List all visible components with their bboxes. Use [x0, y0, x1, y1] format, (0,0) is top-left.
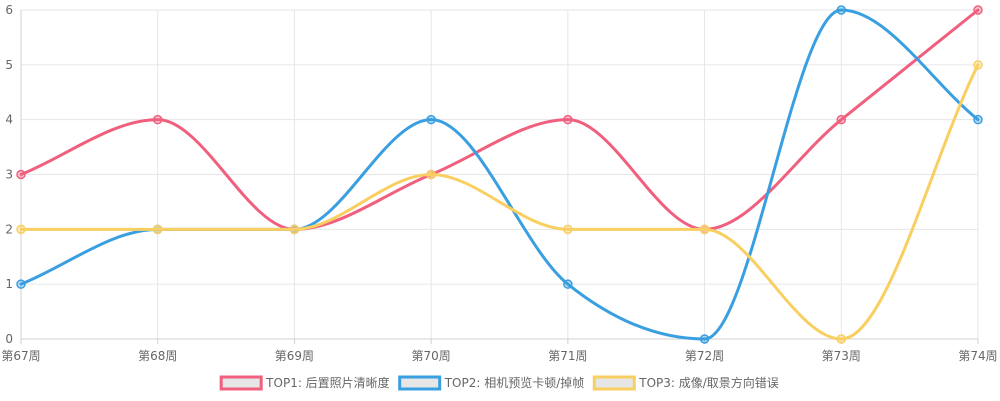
data-point[interactable] [836, 334, 847, 344]
data-point[interactable] [563, 279, 573, 289]
x-tick-label: 第71周 [548, 349, 587, 363]
data-point[interactable] [563, 114, 573, 125]
data-point[interactable] [152, 114, 163, 125]
series-line [19, 63, 980, 341]
x-tick-label: 第70周 [412, 349, 451, 363]
data-point[interactable] [152, 224, 163, 235]
y-tick-label: 6 [5, 3, 13, 17]
legend-swatch [219, 375, 263, 391]
data-point[interactable] [289, 224, 300, 235]
data-point[interactable] [836, 114, 847, 125]
legend-swatch [398, 375, 442, 391]
x-tick-label: 第67周 [1, 349, 40, 363]
legend-swatch [592, 375, 636, 391]
series-group [16, 5, 983, 344]
y-tick-label: 0 [5, 332, 13, 346]
legend-item-2[interactable]: TOP2: 相机预览卡顿/掉帧 [398, 375, 585, 391]
series-3 [16, 60, 983, 344]
x-tick-label: 第68周 [138, 349, 177, 363]
data-point[interactable] [426, 114, 436, 125]
y-tick-label: 3 [5, 168, 13, 182]
legend[interactable]: TOP1: 后置照片清晰度 TOP2: 相机预览卡顿/掉帧 TOP3: 成像/取景方… [219, 375, 779, 391]
x-tick-label: 第74周 [958, 349, 997, 363]
y-tick-label: 1 [5, 277, 13, 291]
data-point[interactable] [973, 5, 983, 15]
legend-label: TOP2: 相机预览卡顿/掉帧 [444, 375, 585, 390]
x-tick-label: 第69周 [275, 349, 314, 363]
y-tick-label: 5 [5, 58, 13, 72]
data-point[interactable] [16, 224, 26, 235]
x-tick-label: 第73周 [822, 349, 861, 363]
axes: 0 1 2 3 4 5 6 第67周 第68周 第69周 第70周 第71周 第72周 第73周 第74周 [1, 3, 997, 363]
data-point[interactable] [836, 5, 847, 15]
data-point[interactable] [699, 224, 710, 235]
legend-label: TOP3: 成像/取景方向错误 [638, 375, 779, 390]
grid [20, 9, 979, 340]
data-point[interactable] [973, 60, 983, 70]
y-tick-label: 4 [5, 113, 13, 127]
y-tick-label: 2 [5, 222, 13, 236]
data-point[interactable] [699, 334, 710, 344]
data-point[interactable] [426, 169, 436, 180]
legend-item-3[interactable]: TOP3: 成像/取景方向错误 [592, 375, 779, 391]
legend-item-1[interactable]: TOP1: 后置照片清晰度 [219, 375, 390, 391]
data-point[interactable] [973, 114, 983, 125]
x-tick-label: 第72周 [685, 349, 724, 363]
data-point[interactable] [16, 169, 26, 180]
legend-label: TOP1: 后置照片清晰度 [265, 375, 390, 390]
data-point[interactable] [563, 224, 573, 235]
series-line [19, 8, 980, 231]
data-point[interactable] [16, 279, 26, 289]
